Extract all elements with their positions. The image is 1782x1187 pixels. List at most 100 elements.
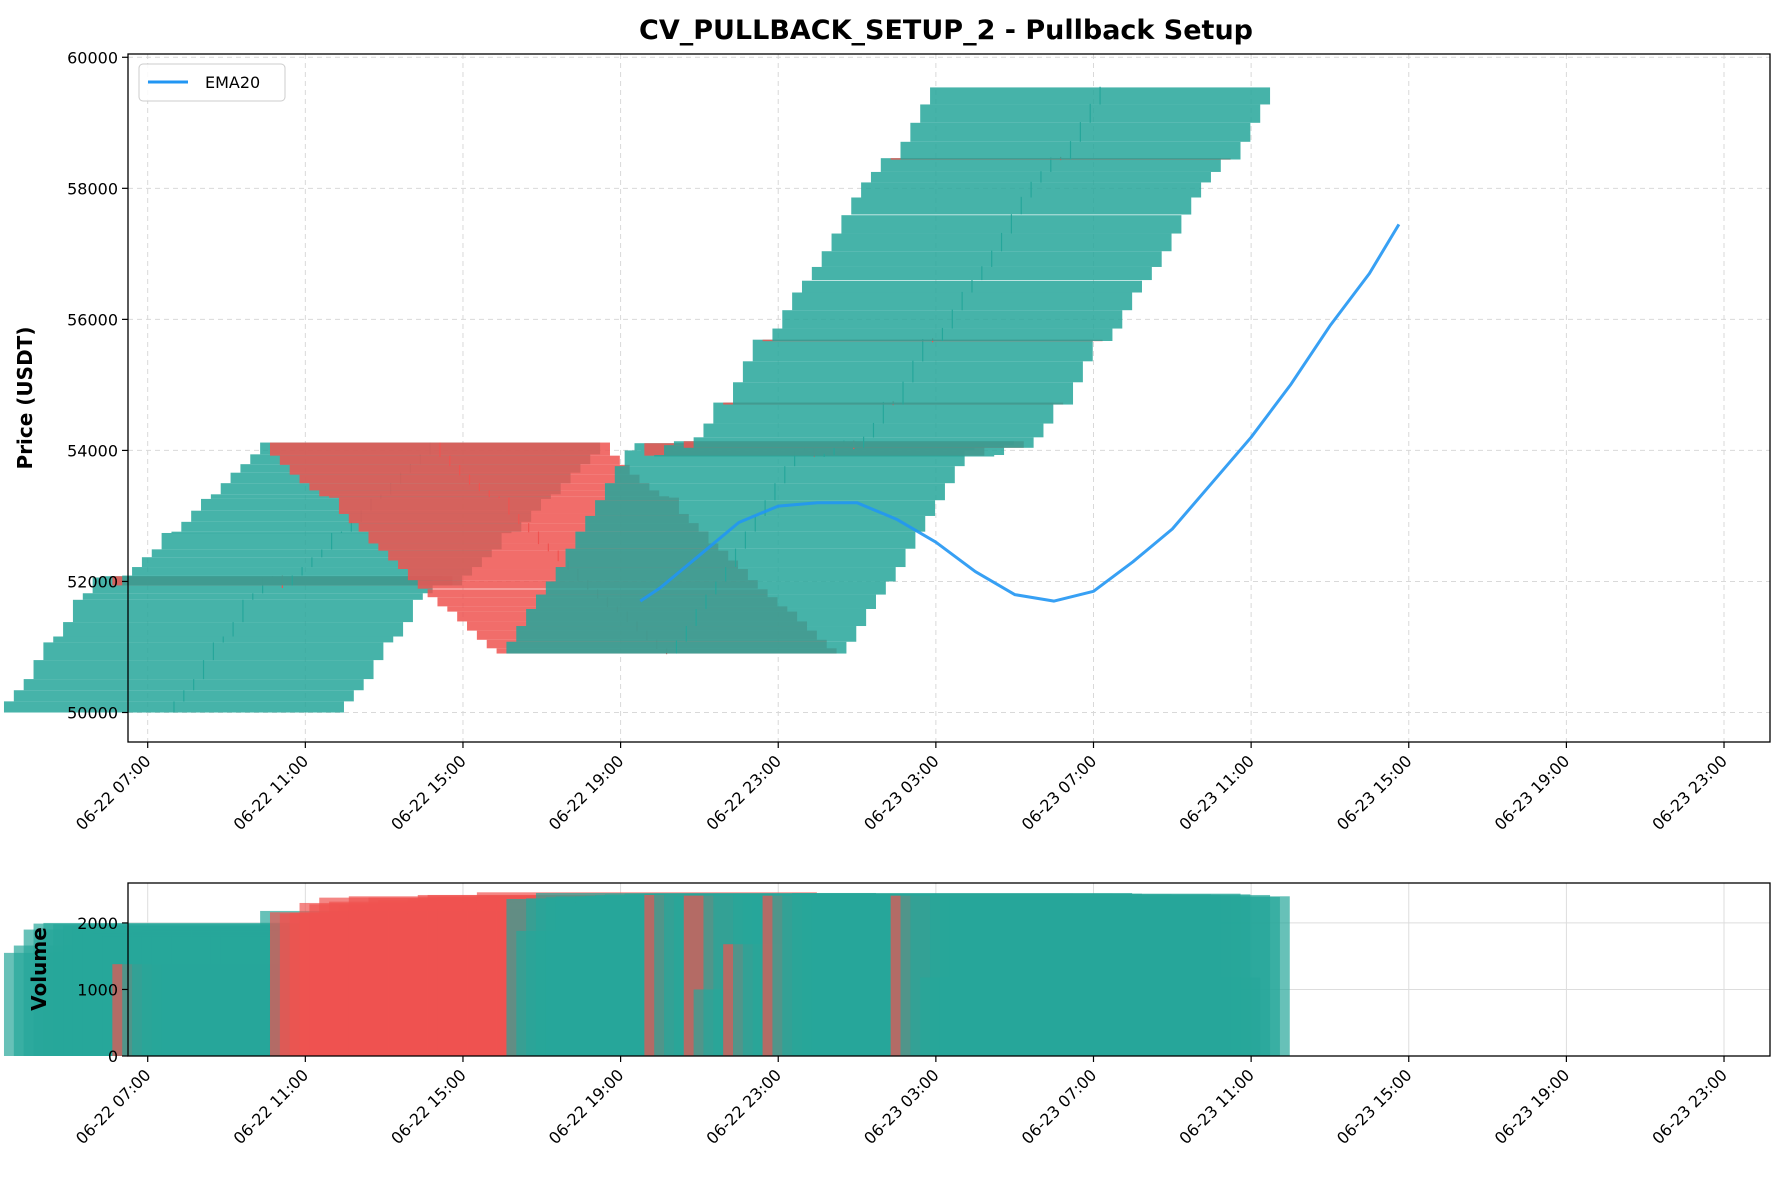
price-y-tick-label: 58000 [67,179,118,198]
legend-entry-ema20: EMA20 [205,73,260,92]
candle [880,157,1221,172]
candle [319,490,660,497]
legend-box [138,63,286,102]
candle [82,593,423,600]
candle [910,122,1251,142]
candle-body [181,521,522,532]
volume-y-tick-label: 2000 [77,914,118,933]
candle-body [851,197,1192,215]
candle-body [782,310,1123,329]
candle-body [792,292,1133,311]
candle-body [132,567,473,576]
price-y-tick-label: 54000 [67,441,118,460]
candle [358,523,699,533]
candle-body [772,328,1113,341]
candle [171,531,512,534]
candle-body [920,104,1261,123]
price-y-tick-label: 52000 [67,572,118,591]
candle [299,474,640,485]
candle-body [338,497,679,514]
candle [752,339,1093,362]
candle [309,483,650,492]
candle-body [33,660,374,680]
candle [3,701,344,713]
volume-y-tick-label: 1000 [77,980,118,999]
candle-body [368,531,709,544]
chart-title: CV_PULLBACK_SETUP_2 - Pullback Setup [639,15,1253,46]
candle-body [388,550,729,561]
candle [526,608,867,627]
candle-body [713,402,1054,424]
candle [861,181,1202,198]
candle-body [141,557,482,568]
candle-body [831,233,1172,252]
ema20-line [639,223,1401,603]
candle [920,103,1261,123]
candle [851,196,1192,215]
candle [545,581,886,595]
candle-body [811,266,1152,281]
candle-body [309,483,650,491]
candle-body [319,490,660,497]
candle-body [801,280,1142,293]
candle [614,466,955,484]
candle [821,250,1162,267]
candle [368,531,709,545]
candle [900,141,1241,160]
candle-body [555,567,896,582]
candle-body [122,575,463,586]
candle-body [664,445,1005,456]
candle [289,464,630,476]
candle-body [900,141,1241,160]
candle [535,594,876,609]
candle-body [752,339,1093,362]
candle-body [63,622,404,637]
candle-body [72,599,413,623]
candle [733,381,1074,405]
candle [181,521,522,532]
candle [378,543,719,552]
candle-body [880,158,1221,172]
candle [831,232,1172,252]
candle-body [930,87,1271,105]
candle-body [604,483,945,501]
price-candles [3,86,1271,713]
candle [63,622,404,637]
candle-body [654,455,995,457]
candle-body [693,437,1034,448]
candle [693,436,1034,448]
candle-body [506,641,847,654]
price-y-tick-label: 50000 [67,704,118,723]
candle-body [733,382,1074,405]
candle [13,690,354,702]
candle [585,515,926,532]
candle [338,497,679,515]
price-y-axis-label: Price (USDT) [13,327,37,470]
volume-y-tick-label: 0 [108,1047,118,1066]
candle [604,483,945,501]
price-y-tick-label: 60000 [67,48,118,67]
volume-bar [949,896,1290,1056]
candle-body [545,581,886,595]
candle-body [82,593,423,600]
candle-body [535,594,876,609]
candle-body [870,171,1211,183]
candle [801,280,1142,293]
candle [703,422,1044,438]
candle-body [585,515,926,532]
candle [43,642,384,661]
candle [72,599,413,623]
candle-body [3,701,344,713]
candle-body [614,466,955,484]
candle [742,360,1083,383]
candle [713,401,1054,424]
legend: EMA20 [138,63,286,102]
candle-body [43,642,384,661]
candle [870,171,1211,183]
candle [269,442,610,457]
candle-body [269,442,610,456]
candle-body [279,455,620,465]
candle [772,327,1113,341]
candle-body [13,690,354,702]
